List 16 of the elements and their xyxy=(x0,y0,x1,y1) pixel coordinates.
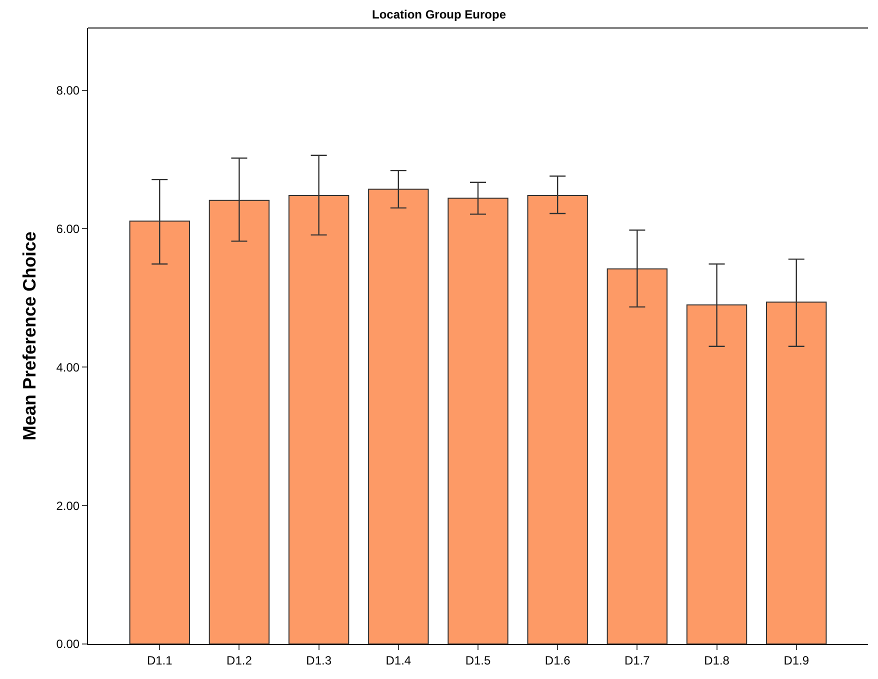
y-axis-title: Mean Preference Choice xyxy=(19,231,40,441)
x-tick-label: D1.1 xyxy=(146,653,173,668)
x-tick-label: D1.6 xyxy=(544,653,571,668)
y-tick-label: 4.00 xyxy=(56,360,80,374)
x-tick-label: D1.9 xyxy=(784,653,810,668)
y-tick-label: 8.00 xyxy=(56,83,80,98)
x-tick-label: D1.3 xyxy=(306,653,332,668)
x-tick-label: D1.5 xyxy=(465,653,491,668)
x-tick-label: D1.4 xyxy=(386,653,412,668)
y-tick-label: 2.00 xyxy=(56,498,80,513)
chart-title: Location Group Europe xyxy=(372,8,506,22)
x-tick-label: D1.8 xyxy=(704,653,730,668)
y-tick-label: 6.00 xyxy=(56,222,80,236)
x-tick-label: D1.7 xyxy=(624,653,650,668)
x-tick-label: D1.2 xyxy=(226,653,252,668)
y-tick-label: 0.00 xyxy=(56,637,80,652)
